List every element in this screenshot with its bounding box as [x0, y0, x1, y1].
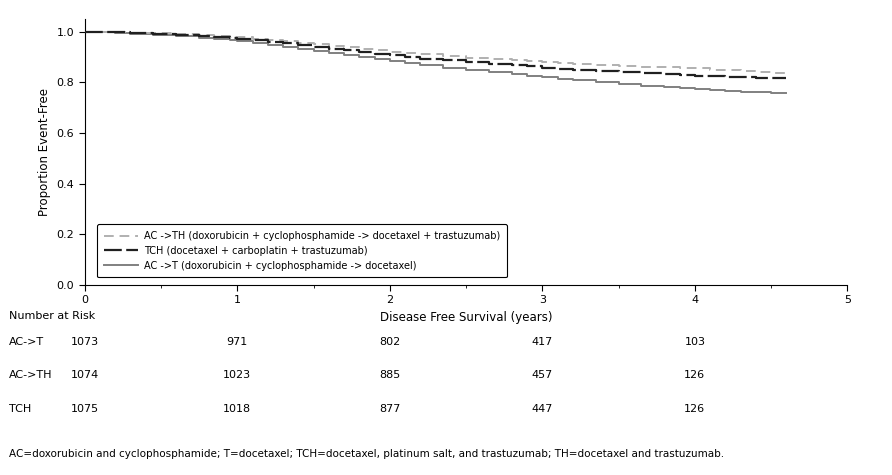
Text: AC->T: AC->T	[9, 337, 44, 347]
Text: 447: 447	[532, 404, 553, 414]
Y-axis label: Proportion Event-Free: Proportion Event-Free	[38, 88, 51, 216]
Text: TCH: TCH	[9, 404, 31, 414]
Text: 802: 802	[379, 337, 401, 347]
Text: 971: 971	[227, 337, 248, 347]
Text: 877: 877	[379, 404, 401, 414]
Text: 126: 126	[684, 370, 706, 380]
Text: Number at Risk: Number at Risk	[9, 311, 95, 321]
Text: 885: 885	[379, 370, 401, 380]
Text: 417: 417	[532, 337, 553, 347]
Text: 1074: 1074	[70, 370, 99, 380]
Text: 126: 126	[684, 404, 706, 414]
Text: 1075: 1075	[70, 404, 99, 414]
Text: 1018: 1018	[223, 404, 252, 414]
Text: AC=doxorubicin and cyclophosphamide; T=docetaxel; TCH=docetaxel, platinum salt, : AC=doxorubicin and cyclophosphamide; T=d…	[9, 449, 724, 459]
Legend: AC ->TH (doxorubicin + cyclophosphamide -> docetaxel + trastuzumab), TCH (doceta: AC ->TH (doxorubicin + cyclophosphamide …	[97, 224, 507, 277]
X-axis label: Disease Free Survival (years): Disease Free Survival (years)	[380, 311, 552, 324]
Text: 1073: 1073	[70, 337, 99, 347]
Text: 1023: 1023	[223, 370, 252, 380]
Text: 103: 103	[684, 337, 706, 347]
Text: 457: 457	[532, 370, 553, 380]
Text: AC->TH: AC->TH	[9, 370, 53, 380]
